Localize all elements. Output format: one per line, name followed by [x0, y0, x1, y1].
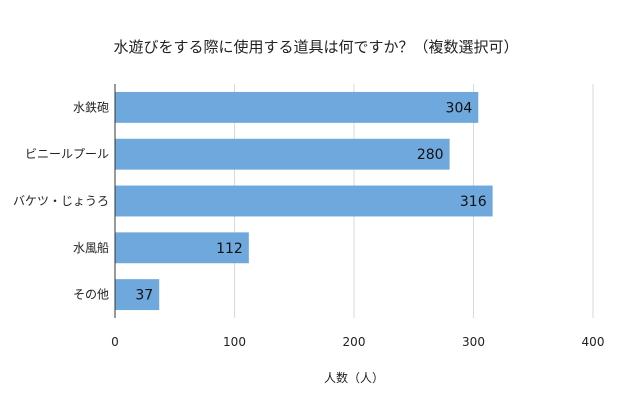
bar-value-label: 112 [216, 241, 243, 257]
bars [115, 91, 493, 311]
bar-value-label: 316 [460, 194, 487, 210]
x-tick-label: 200 [343, 335, 366, 349]
bar [115, 138, 450, 170]
bar-value-label: 280 [417, 147, 444, 163]
x-tick-label: 300 [462, 335, 485, 349]
category-label: バケツ・じょうろ [13, 194, 109, 208]
bar [115, 279, 160, 311]
x-tick-label: 400 [582, 335, 605, 349]
bar [115, 91, 479, 123]
chart-title: 水遊びをする際に使用する道具は何ですか？（複数選択可） [113, 38, 518, 56]
x-tick-labels: 0 100 200 300 400 [111, 335, 604, 349]
x-axis-label: 人数（人） [324, 370, 384, 385]
bar-value-label: 37 [135, 288, 153, 304]
data-labels: 304 280 316 112 37 [135, 100, 486, 303]
category-label: 水鉄砲 [73, 99, 109, 114]
bar [115, 185, 493, 217]
category-label: ビニールプール [25, 147, 109, 161]
bar-value-label: 304 [446, 100, 473, 116]
bar [115, 232, 249, 264]
category-label: 水風船 [73, 241, 109, 255]
x-tick-label: 100 [223, 335, 246, 349]
category-label: その他 [73, 288, 109, 302]
x-tick-label: 0 [111, 335, 119, 349]
